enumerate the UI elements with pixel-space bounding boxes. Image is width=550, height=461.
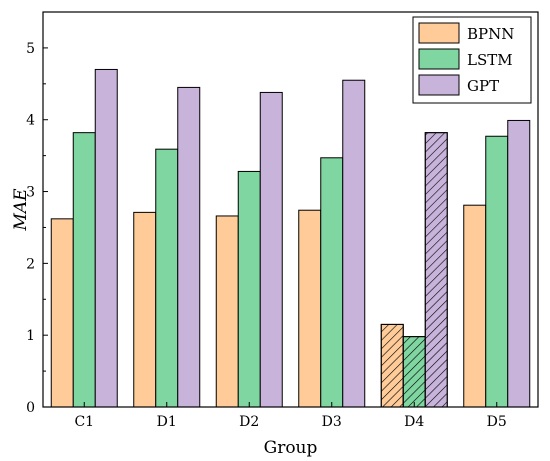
legend: BPNN LSTM GPT [412,16,532,104]
bar-bpnn-d4-hatch [380,323,404,408]
legend-label-lstm: LSTM [467,51,513,69]
bar-gpt-d2 [259,91,283,408]
plot-frame [42,11,539,408]
x-axis-title: Group [264,438,318,458]
x-tick-label-d2: D2 [239,414,259,430]
bar-lstm-d3 [320,157,344,408]
x-tick-label-d1: D1 [157,414,177,430]
bar-bpnn-c1 [50,218,74,408]
bar-bpnn-d1 [133,211,157,408]
bar-lstm-c1 [72,132,96,408]
x-tick-label-c1: C1 [74,414,94,430]
legend-label-gpt: GPT [467,77,499,95]
bar-gpt-d4-hatch [424,132,448,408]
legend-swatch-lstm [418,48,460,70]
bar-gpt-d1 [177,86,201,408]
bar-lstm-d5 [485,135,509,408]
bar-gpt-d3 [342,79,366,408]
legend-label-bpnn: BPNN [467,25,514,43]
ticks-layer: C1 D1 D2 D3 D4 D5 0 1 2 3 4 5 [26,41,507,430]
legend-swatch-gpt [418,74,460,96]
y-tick-label-3: 3 [26,185,35,201]
bar-gpt-c1 [94,68,118,408]
legend-swatch-bpnn [418,22,460,44]
bar-bpnn-d5 [463,204,487,408]
x-tick-label-d3: D3 [322,414,342,430]
bar-lstm-d4-hatch [402,336,426,408]
x-tick-label-d5: D5 [487,414,507,430]
bar-lstm-d1 [155,148,179,408]
bars-layer [50,68,531,408]
y-tick-label-1: 1 [26,328,35,344]
bar-bpnn-d2 [215,215,239,408]
bar-lstm-d2 [237,170,261,408]
x-tick-label-d4: D4 [404,414,424,430]
y-tick-label-2: 2 [26,256,35,272]
y-axis-title: MAE [11,188,31,232]
bar-bpnn-d3 [298,209,322,408]
y-tick-label-4: 4 [26,113,35,129]
bar-gpt-d5 [507,119,531,408]
y-tick-label-5: 5 [26,41,35,57]
y-tick-label-0: 0 [26,400,35,416]
